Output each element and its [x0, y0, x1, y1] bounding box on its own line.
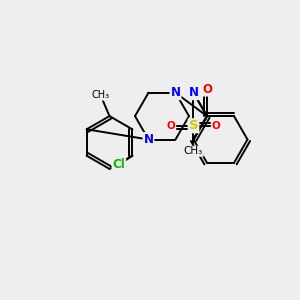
- Text: S: S: [189, 119, 198, 132]
- Text: O: O: [167, 121, 176, 131]
- Text: Cl: Cl: [112, 158, 125, 171]
- Text: O: O: [202, 82, 212, 96]
- Text: N: N: [143, 133, 154, 146]
- Text: N: N: [188, 86, 199, 99]
- Text: O: O: [212, 121, 220, 131]
- Text: N: N: [170, 86, 181, 99]
- Text: CH₃: CH₃: [184, 146, 203, 156]
- Text: CH₃: CH₃: [92, 90, 110, 100]
